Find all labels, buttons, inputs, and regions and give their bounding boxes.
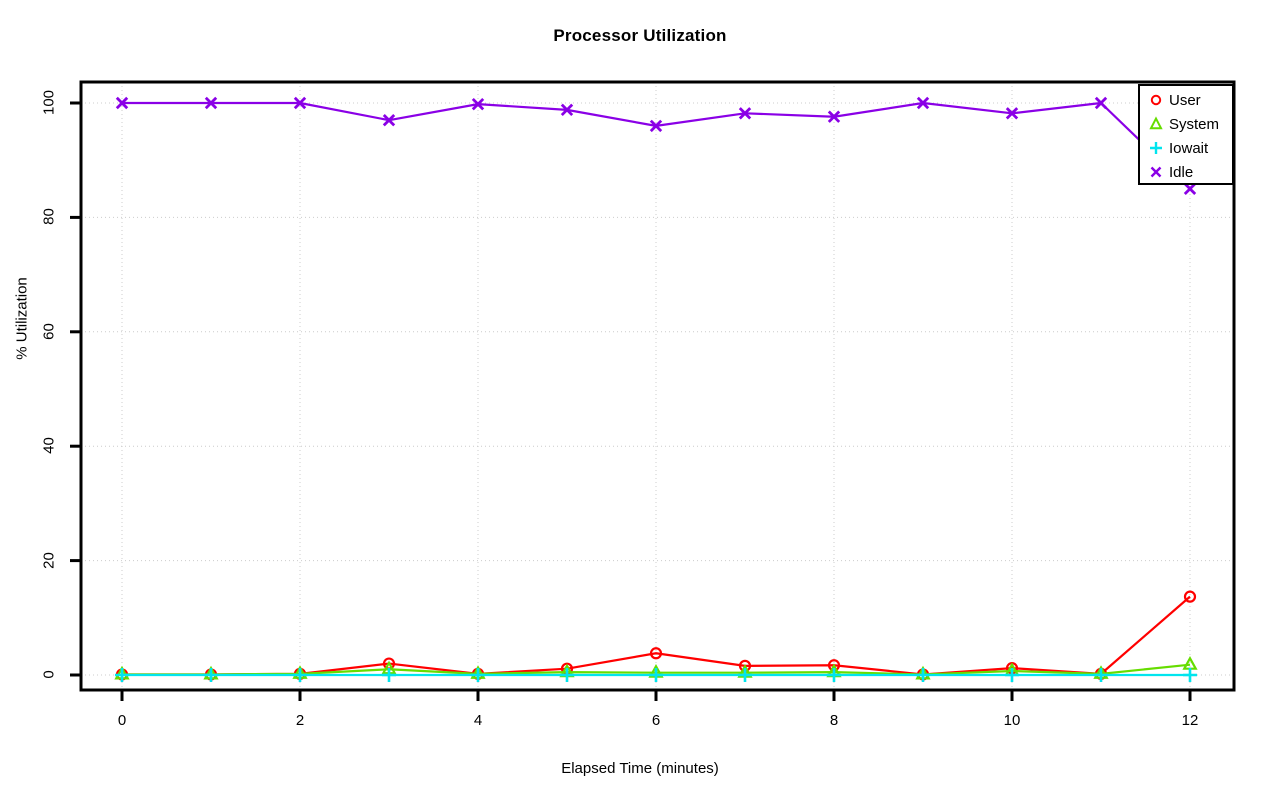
legend-label-user: User: [1169, 91, 1201, 109]
chart-legend: User System Iowait Idle: [1138, 84, 1234, 185]
legend-item-system: System: [1146, 113, 1219, 135]
y-tick-label: 20: [40, 551, 58, 569]
triangle-marker-icon: [1146, 114, 1166, 134]
legend-label-system: System: [1169, 115, 1220, 133]
circle-marker-icon: [1146, 90, 1166, 110]
y-tick-label: 40: [40, 437, 58, 455]
series-idle: [115, 96, 1197, 195]
x-tick-label: 2: [295, 712, 305, 729]
legend-label-idle: Idle: [1169, 163, 1194, 181]
y-tick-label: 60: [40, 322, 58, 340]
y-tick-label: 100: [40, 89, 58, 116]
y-tick-label: 80: [40, 208, 58, 226]
plus-marker-icon: [1146, 138, 1166, 158]
grid-lines: [81, 82, 1234, 690]
plot-border: [79, 80, 1236, 692]
x-axis-label: Elapsed Time (minutes): [561, 760, 719, 777]
chart-title: Processor Utilization: [553, 26, 727, 45]
tick-marks: [70, 101, 1192, 701]
series-iowait: [115, 668, 1197, 682]
x-tick-label: 6: [651, 712, 661, 729]
legend-item-iowait: Iowait: [1146, 137, 1208, 159]
x-tick-label: 8: [829, 712, 839, 729]
y-tick-label: 0: [40, 670, 58, 679]
x-tick-label: 0: [117, 712, 127, 729]
cross-marker-icon: [1146, 162, 1166, 182]
legend-label-iowait: Iowait: [1169, 139, 1209, 157]
legend-item-user: User: [1146, 89, 1201, 111]
x-tick-label: 12: [1181, 712, 1199, 729]
x-tick-label: 4: [473, 712, 483, 729]
x-tick-label: 10: [1003, 712, 1021, 729]
legend-item-idle: Idle: [1146, 161, 1193, 183]
